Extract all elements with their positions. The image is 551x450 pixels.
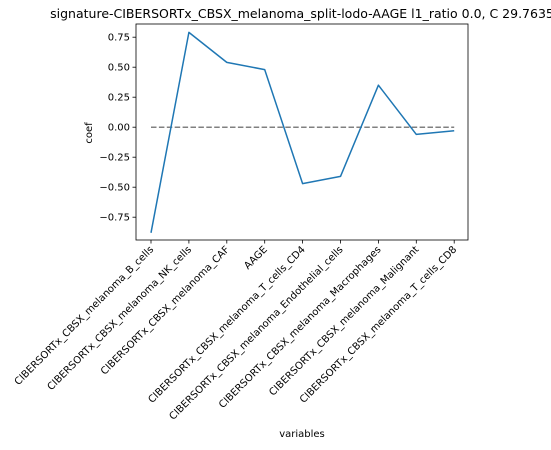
- y-tick-label: 0.75: [108, 33, 130, 44]
- y-tick-label: 0.00: [108, 123, 130, 134]
- axes-frame: [135, 23, 469, 241]
- y-tick-label: −0.75: [99, 213, 130, 224]
- y-tick-label: 0.50: [108, 63, 130, 74]
- y-tick-label: 0.25: [108, 93, 130, 104]
- x-axis-label: variables: [279, 429, 325, 440]
- chart-title: signature-CIBERSORTx_CBSX_melanoma_split…: [50, 6, 551, 21]
- y-axis-label: coef: [84, 122, 95, 144]
- y-tick-label: −0.25: [99, 153, 130, 164]
- series-line-0: [150, 31, 455, 233]
- y-tick-label: −0.50: [99, 183, 130, 194]
